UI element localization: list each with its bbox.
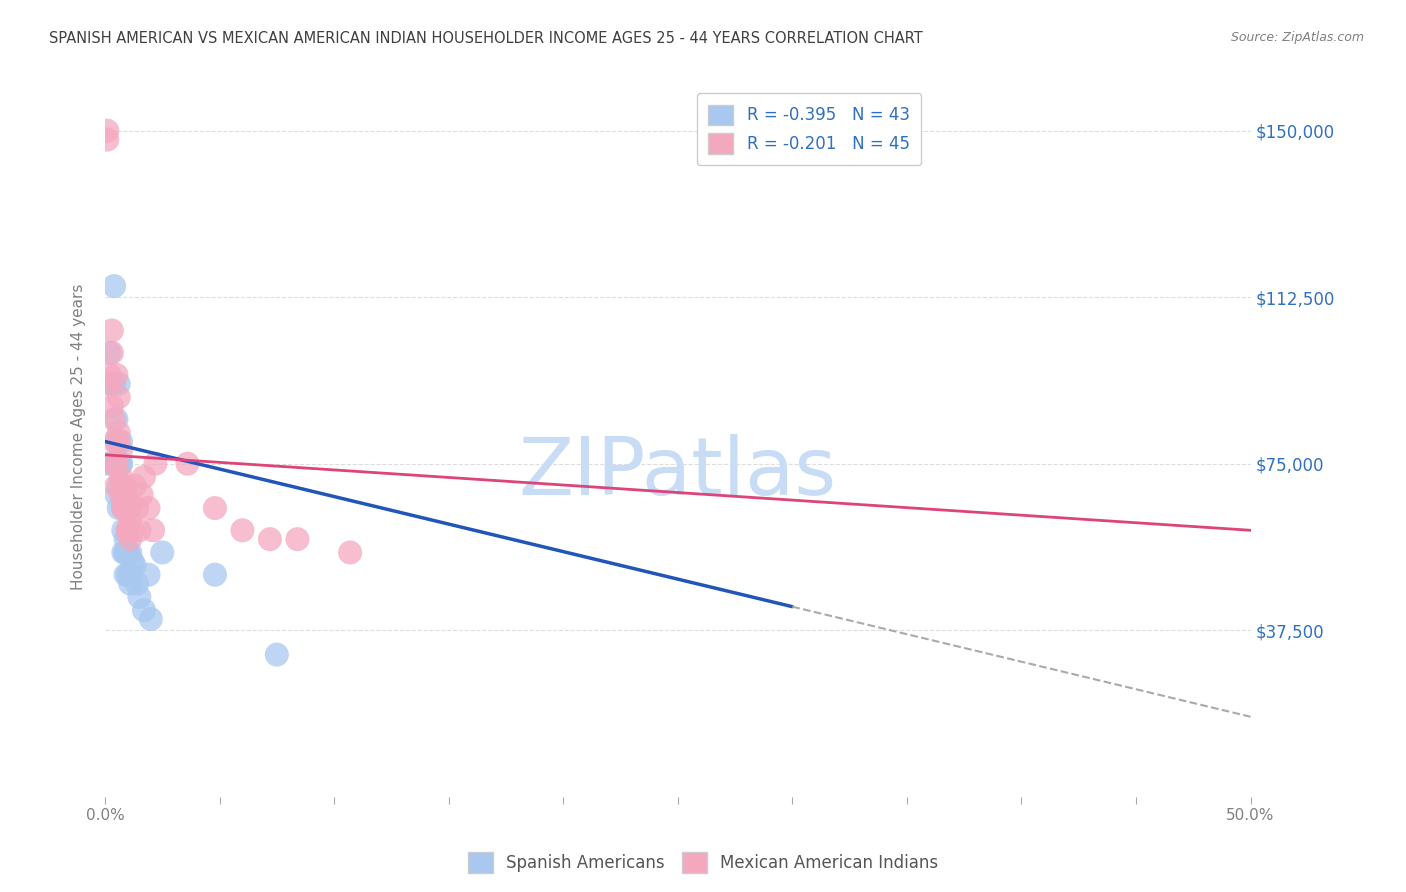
Text: ZIPatlas: ZIPatlas: [519, 434, 837, 512]
Point: [231, 523, 253, 537]
Point: [96, 132, 118, 146]
Point: [110, 457, 132, 471]
Point: [120, 515, 142, 529]
Point: [125, 501, 148, 516]
Point: [120, 532, 142, 546]
Text: SPANISH AMERICAN VS MEXICAN AMERICAN INDIAN HOUSEHOLDER INCOME AGES 25 - 44 YEAR: SPANISH AMERICAN VS MEXICAN AMERICAN IND…: [49, 31, 922, 46]
Point: [103, 457, 125, 471]
Point: [124, 479, 146, 493]
Point: [114, 567, 136, 582]
Point: [112, 501, 135, 516]
Point: [266, 648, 288, 662]
Point: [112, 479, 135, 493]
Point: [105, 412, 128, 426]
Point: [98, 368, 121, 382]
Point: [117, 545, 139, 559]
Point: [128, 523, 150, 537]
Point: [110, 443, 132, 458]
Point: [120, 576, 142, 591]
Point: [105, 479, 128, 493]
Point: [110, 470, 132, 484]
Point: [101, 376, 124, 391]
Point: [110, 488, 132, 502]
Point: [107, 425, 129, 440]
Point: [107, 457, 129, 471]
Point: [176, 457, 198, 471]
Point: [204, 567, 226, 582]
Point: [114, 479, 136, 493]
Point: [112, 501, 135, 516]
Y-axis label: Householder Income Ages 25 - 44 years: Householder Income Ages 25 - 44 years: [72, 284, 86, 591]
Point: [98, 345, 121, 359]
Text: Source: ZipAtlas.com: Source: ZipAtlas.com: [1230, 31, 1364, 45]
Point: [107, 376, 129, 391]
Point: [107, 390, 129, 404]
Point: [132, 470, 155, 484]
Point: [107, 434, 129, 449]
Point: [105, 434, 128, 449]
Point: [96, 457, 118, 471]
Point: [103, 412, 125, 426]
Point: [125, 576, 148, 591]
Point: [142, 523, 165, 537]
Point: [259, 532, 281, 546]
Point: [114, 545, 136, 559]
Point: [150, 545, 173, 559]
Point: [107, 479, 129, 493]
Legend: Spanish Americans, Mexican American Indians: Spanish Americans, Mexican American Indi…: [461, 846, 945, 880]
Point: [117, 523, 139, 537]
Point: [103, 279, 125, 293]
Point: [110, 434, 132, 449]
Point: [114, 545, 136, 559]
Point: [101, 324, 124, 338]
Point: [117, 545, 139, 559]
Point: [112, 501, 135, 516]
Point: [124, 558, 146, 573]
Point: [107, 501, 129, 516]
Point: [139, 612, 162, 626]
Point: [120, 567, 142, 582]
Point: [138, 567, 160, 582]
Point: [110, 479, 132, 493]
Point: [117, 523, 139, 537]
Point: [105, 457, 128, 471]
Point: [105, 368, 128, 382]
Point: [103, 434, 125, 449]
Point: [114, 532, 136, 546]
Point: [117, 567, 139, 582]
Point: [117, 523, 139, 537]
Point: [121, 554, 143, 568]
Point: [114, 488, 136, 502]
Point: [117, 501, 139, 516]
Point: [103, 457, 125, 471]
Legend: R = -0.395   N = 43, R = -0.201   N = 45: R = -0.395 N = 43, R = -0.201 N = 45: [697, 93, 921, 165]
Point: [128, 590, 150, 604]
Point: [112, 545, 135, 559]
Point: [287, 532, 309, 546]
Point: [132, 603, 155, 617]
Point: [112, 501, 135, 516]
Point: [204, 501, 226, 516]
Point: [101, 399, 124, 413]
Point: [110, 457, 132, 471]
Point: [101, 457, 124, 471]
Point: [145, 457, 167, 471]
Point: [112, 523, 135, 537]
Point: [121, 523, 143, 537]
Point: [131, 488, 153, 502]
Point: [120, 501, 142, 516]
Point: [96, 124, 118, 138]
Point: [339, 545, 361, 559]
Point: [103, 376, 125, 391]
Point: [138, 501, 160, 516]
Point: [101, 345, 124, 359]
Point: [98, 376, 121, 391]
Point: [120, 545, 142, 559]
Point: [105, 488, 128, 502]
